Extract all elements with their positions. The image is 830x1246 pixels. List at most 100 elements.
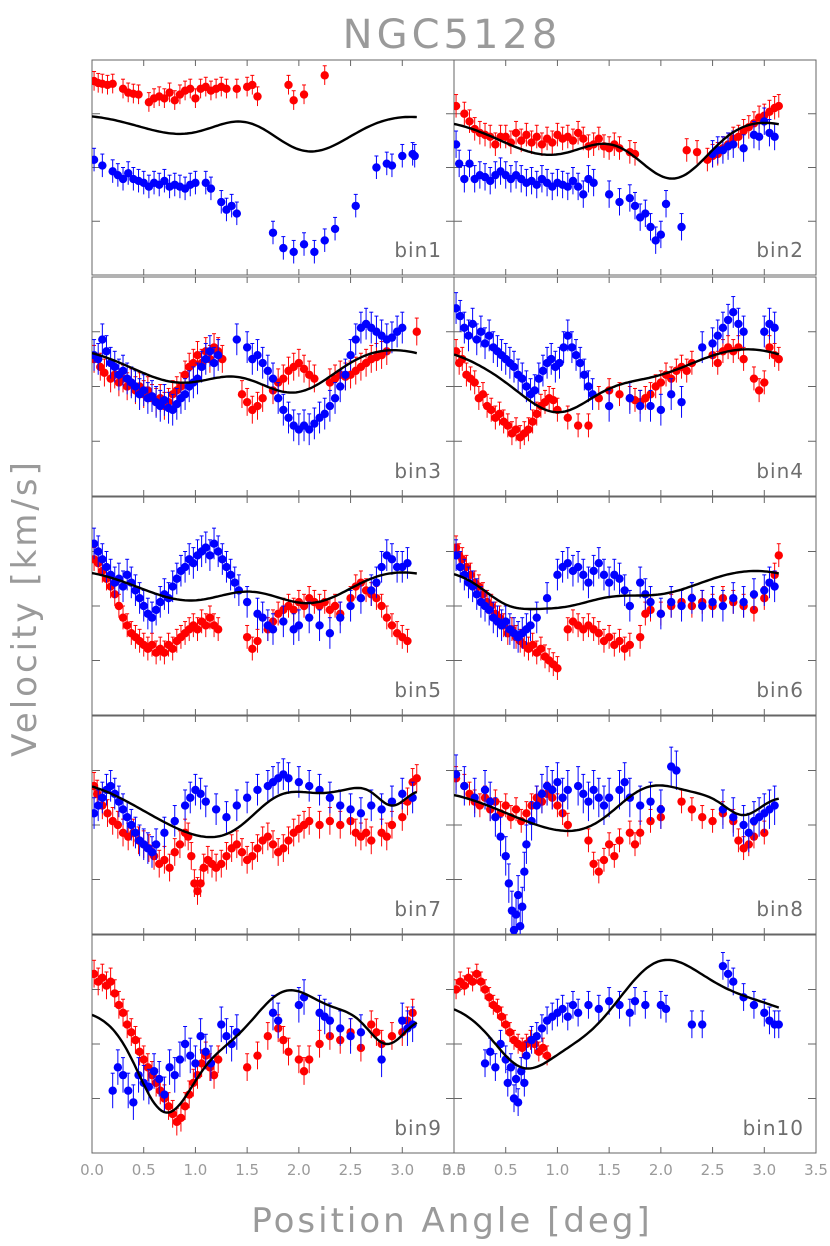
data-point	[765, 343, 774, 352]
data-point	[279, 405, 288, 415]
data-point	[739, 144, 748, 153]
bin-label: bin7	[394, 897, 442, 921]
data-point	[667, 390, 676, 399]
panel-bin10: bin10	[453, 934, 817, 1154]
data-point	[155, 1074, 164, 1084]
data-point	[139, 601, 148, 611]
data-point	[480, 785, 490, 795]
data-point	[118, 366, 128, 376]
data-point	[749, 374, 759, 383]
panel-bin6: bin6	[453, 496, 817, 716]
x-tick-label: 1.0	[183, 1161, 207, 1179]
data-point	[522, 840, 531, 849]
data-point	[258, 394, 267, 403]
data-point	[172, 574, 182, 583]
data-point	[222, 1032, 231, 1041]
data-point	[170, 816, 179, 826]
data-point	[734, 836, 743, 845]
data-point	[553, 664, 562, 673]
data-point	[677, 601, 686, 611]
data-point	[599, 570, 609, 580]
data-point	[534, 374, 544, 383]
data-point	[102, 347, 111, 356]
data-point	[571, 351, 581, 360]
data-point	[186, 793, 195, 802]
data-point	[774, 101, 783, 111]
data-point	[92, 969, 99, 979]
data-point	[739, 327, 748, 336]
data-point	[734, 132, 743, 141]
data-point	[387, 797, 397, 806]
data-point	[589, 566, 598, 576]
data-point	[351, 335, 360, 344]
data-point	[568, 176, 578, 186]
data-point	[604, 401, 614, 411]
data-point	[454, 140, 461, 149]
data-point	[131, 1035, 140, 1045]
red-series	[454, 963, 552, 1066]
data-point	[563, 558, 572, 568]
data-point	[294, 358, 304, 368]
data-point	[553, 801, 562, 810]
bin-label: bin2	[756, 238, 804, 262]
data-point	[604, 578, 614, 587]
data-point	[503, 421, 512, 430]
data-point	[310, 419, 319, 428]
data-point	[604, 632, 614, 642]
data-point	[625, 394, 635, 403]
data-point	[729, 307, 738, 317]
data-point	[356, 594, 366, 603]
data-point	[454, 304, 461, 313]
data-point	[377, 562, 386, 572]
data-point	[147, 392, 157, 401]
data-point	[284, 774, 293, 783]
data-point	[410, 151, 419, 161]
data-point	[336, 613, 345, 622]
data-point	[454, 985, 461, 994]
data-point	[542, 1051, 552, 1060]
data-point	[294, 1055, 304, 1064]
data-point	[232, 209, 241, 218]
blue-series	[454, 292, 779, 426]
data-point	[641, 209, 650, 218]
data-point	[522, 809, 531, 818]
data-point	[511, 128, 521, 138]
data-point	[122, 570, 132, 580]
data-point	[289, 96, 298, 105]
data-point	[677, 222, 686, 232]
x-tick-label: 2.0	[287, 1161, 311, 1179]
data-point	[470, 378, 479, 387]
panel-plot-area	[92, 959, 418, 1136]
data-point	[646, 597, 655, 607]
data-point	[156, 401, 165, 411]
data-point	[465, 159, 474, 168]
data-point	[723, 969, 733, 979]
data-point	[232, 335, 241, 344]
data-point	[196, 879, 205, 888]
data-point	[604, 190, 614, 199]
panel-plot-area	[454, 535, 783, 680]
data-point	[630, 201, 640, 211]
panel-plot-area	[454, 952, 783, 1117]
data-point	[325, 793, 335, 802]
data-point	[460, 981, 469, 990]
data-point	[213, 547, 223, 556]
data-point	[201, 354, 210, 364]
data-point	[330, 601, 340, 611]
data-point	[189, 558, 198, 568]
bin-label: bin9	[394, 1116, 442, 1140]
data-point	[491, 140, 500, 149]
panel-bin4: bin4	[453, 276, 817, 497]
data-point	[505, 1028, 515, 1037]
red-series	[92, 547, 412, 665]
data-point	[579, 570, 588, 580]
data-point	[656, 230, 666, 239]
panel-bin9: bin9	[91, 934, 455, 1154]
model-curve	[92, 785, 418, 839]
data-point	[341, 370, 350, 379]
data-point	[201, 621, 210, 630]
data-point	[708, 339, 717, 348]
data-point	[180, 390, 190, 399]
x-tick-label: 2.5	[339, 1161, 363, 1179]
data-point	[190, 879, 199, 888]
